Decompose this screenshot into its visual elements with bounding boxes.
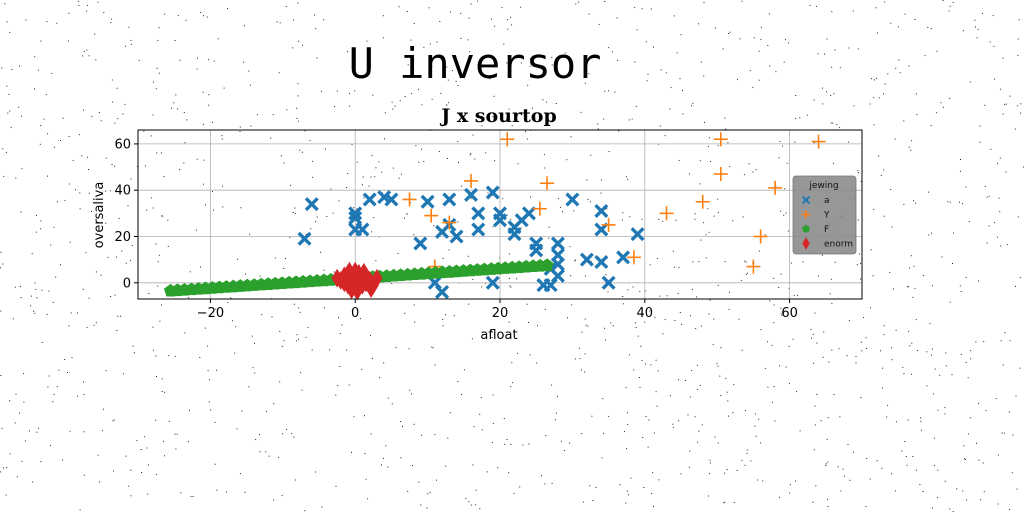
x-axis-label: afloat: [480, 328, 517, 343]
data-point: [579, 252, 594, 267]
data-point: [746, 259, 761, 274]
x-tick-label: 0: [351, 306, 359, 321]
data-point: [500, 132, 515, 147]
data-point: [550, 248, 565, 263]
data-point: [471, 206, 486, 221]
x-tick-label: 60: [781, 306, 798, 321]
data-point: [594, 222, 609, 237]
data-point: [435, 285, 450, 300]
data-point: [362, 192, 377, 207]
data-point: [442, 192, 457, 207]
data-point: [384, 192, 399, 207]
legend-marker: [801, 210, 811, 219]
data-point: [616, 250, 631, 265]
data-point: [594, 204, 609, 219]
data-point: [753, 229, 768, 244]
data-point: [768, 180, 783, 195]
data-point: [297, 231, 312, 246]
x-tick-label: 20: [492, 306, 509, 321]
data-point: [626, 250, 641, 265]
series-enorm: [331, 261, 383, 301]
data-point: [442, 215, 457, 230]
figure-suptitle: U inversor: [349, 39, 602, 88]
legend-label: a: [824, 196, 830, 206]
y-axis-label: oversaliva: [92, 182, 107, 249]
chart-title: J x sourtop: [439, 105, 556, 127]
y-tick-label: 0: [123, 276, 131, 291]
series-Y: [402, 132, 826, 274]
legend-title: jewing: [808, 181, 838, 191]
data-point: [550, 236, 565, 251]
legend-entry-enorm: enorm: [802, 237, 853, 250]
legend-entry-Y: Y: [801, 210, 830, 221]
data-point: [402, 192, 417, 207]
data-point: [713, 132, 728, 147]
legend-marker: [801, 195, 811, 205]
data-point: [485, 185, 500, 200]
legend-label: F: [824, 225, 829, 235]
x-tick-label: 40: [637, 306, 654, 321]
series-layer: [163, 132, 826, 301]
y-tick-label: 40: [114, 184, 131, 199]
data-point: [351, 281, 363, 301]
data-point: [338, 273, 350, 293]
legend-marker: [802, 237, 810, 250]
data-point: [540, 258, 554, 272]
data-point: [550, 268, 565, 283]
series-a: [297, 185, 645, 300]
y-tick-label: 20: [114, 230, 131, 245]
data-point: [471, 222, 486, 237]
data-point: [449, 229, 464, 244]
series-F: [163, 258, 554, 297]
data-point: [304, 197, 319, 212]
legend-entry-a: a: [801, 195, 830, 206]
data-point: [348, 206, 363, 221]
data-point: [485, 275, 500, 290]
data-point: [365, 279, 377, 299]
data-point: [464, 173, 479, 188]
data-point: [713, 166, 728, 181]
data-point: [630, 227, 645, 242]
data-point: [521, 206, 536, 221]
plot-area: −20 0 20 40 60 0 20 40 60: [114, 129, 863, 321]
y-tick-label: 60: [114, 137, 131, 152]
data-point: [464, 187, 479, 202]
data-point: [413, 236, 428, 251]
data-point: [659, 206, 674, 221]
data-point: [371, 268, 383, 288]
data-point: [358, 262, 370, 282]
data-point: [493, 213, 507, 228]
data-point: [532, 201, 547, 216]
data-point: [811, 134, 826, 149]
data-point: [420, 194, 435, 209]
data-point: [355, 222, 370, 237]
data-point: [594, 254, 609, 269]
data-point: [529, 243, 544, 258]
data-point: [565, 192, 580, 207]
grid: [138, 130, 862, 299]
data-point: [424, 208, 439, 223]
ticks: −20 0 20 40 60 0 20 40 60: [114, 137, 797, 321]
x-tick-label: −20: [197, 306, 224, 321]
data-point: [343, 261, 355, 281]
legend-entry-F: F: [802, 224, 829, 235]
legend-box: [792, 175, 857, 255]
data-point: [601, 217, 616, 232]
legend-label: Y: [823, 211, 830, 221]
data-point: [601, 275, 616, 290]
data-point: [695, 194, 710, 209]
data-point: [540, 176, 555, 191]
legend-label: enorm: [824, 240, 853, 250]
legend-marker: [802, 224, 810, 233]
